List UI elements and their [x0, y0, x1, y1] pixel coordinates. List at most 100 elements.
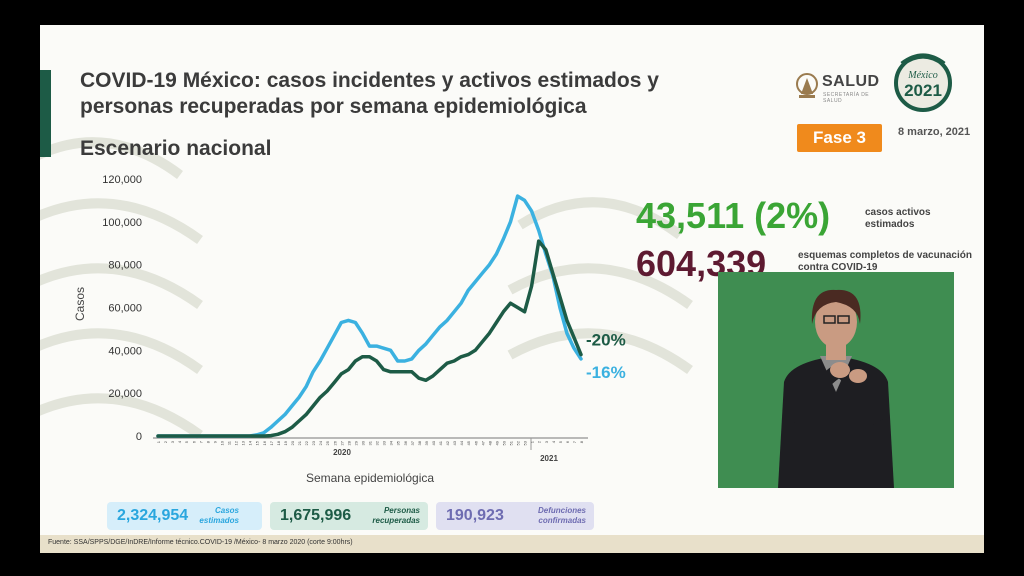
year-logo-word: México — [907, 70, 937, 81]
x-tick-label: 32 — [375, 440, 380, 445]
series-end-label: -20% — [586, 331, 626, 350]
x-tick-label: 3 — [170, 440, 175, 443]
x-axis-label: Semana epidemiológica — [306, 471, 434, 485]
x-tick-label: 2 — [537, 440, 542, 443]
active-cases-label: casos activos estimados — [865, 207, 931, 230]
x-tick-label: 34 — [389, 440, 394, 445]
y-tick-label: 60,000 — [108, 303, 142, 315]
x-tick-label: 4 — [177, 440, 182, 443]
x-tick-label: 2 — [163, 440, 168, 443]
phase-badge: Fase 3 — [797, 124, 882, 152]
year-label-2020: 2020 — [333, 448, 351, 457]
x-tick-label: 14 — [248, 440, 253, 445]
accent-bar — [40, 70, 51, 157]
stat-label: Casos estimados — [199, 506, 239, 525]
eagle-emblem-icon — [796, 73, 818, 98]
x-tick-label: 39 — [424, 440, 429, 445]
x-tick-label: 6 — [565, 440, 570, 443]
y-tick-label: 40,000 — [108, 345, 142, 357]
x-tick-label: 15 — [255, 440, 260, 445]
x-tick-label: 30 — [360, 440, 365, 445]
x-tick-label: 18 — [276, 440, 281, 445]
x-tick-label: 44 — [459, 440, 464, 445]
x-tick-label: 7 — [572, 440, 577, 443]
series-line-estimated — [156, 194, 583, 438]
x-tick-label: 41 — [438, 440, 443, 445]
x-tick-label: 40 — [431, 440, 436, 445]
x-tick-label: 6 — [191, 440, 196, 443]
x-tick-label: 37 — [410, 440, 415, 445]
salud-logo-subtext: SECRETARÍA DE SALUD — [823, 92, 870, 104]
x-tick-label: 53 — [523, 440, 528, 445]
y-tick-label: 100,000 — [102, 217, 142, 229]
x-tick-label: 10 — [219, 440, 224, 445]
year-logo-year: 2021 — [904, 81, 942, 100]
x-tick-label: 43 — [452, 440, 457, 445]
x-tick-label: 9 — [212, 440, 217, 443]
x-tick-label: 26 — [332, 440, 337, 445]
stat-deaths: 190,923 Defunciones confirmadas — [436, 502, 594, 530]
x-tick-label: 20 — [290, 440, 295, 445]
footer-bar: Fuente: SSA/SPPS/DGE/InDRE/Informe técni… — [40, 535, 984, 553]
stat-estimated-cases: 2,324,954 Casos estimados — [107, 502, 262, 530]
series-line-recovered — [156, 239, 583, 438]
y-tick-label: 120,000 — [102, 174, 142, 186]
x-tick-label: 23 — [311, 440, 316, 445]
active-cases-value: 43,511 (2%) — [636, 195, 831, 236]
mexico-2021-logo: México 2021 — [894, 53, 952, 112]
stat-label: Defunciones confirmadas — [537, 506, 586, 525]
x-tick-label: 8 — [579, 440, 584, 443]
salud-logo: SALUD SECRETARÍA DE SALUD — [795, 72, 885, 104]
x-tick-label: 21 — [297, 440, 302, 445]
stat-value: 190,923 — [446, 507, 504, 524]
source-note: Fuente: SSA/SPPS/DGE/InDRE/Informe técni… — [48, 539, 353, 546]
sign-language-interpreter-video — [718, 272, 954, 488]
x-tick-label: 31 — [368, 440, 373, 445]
cases-line-chart: 020,00040,00060,00080,000100,000120,000 … — [73, 174, 626, 485]
x-tick-label: 5 — [558, 440, 563, 443]
x-tick-label: 12 — [234, 440, 239, 445]
x-tick-label: 25 — [325, 440, 330, 445]
y-axis: 0 20,000 40,000 60,000 80,000 100,000 120,000 — [102, 174, 142, 443]
x-tick-label: 11 — [227, 440, 232, 445]
slide-title: COVID-19 México: casos incidentes y acti… — [80, 69, 659, 118]
slide-subtitle: Escenario nacional — [80, 137, 272, 160]
x-tick-label: 27 — [339, 440, 344, 445]
y-axis-label: Casos — [73, 287, 87, 321]
x-tick-label: 17 — [269, 440, 274, 445]
stat-value: 2,324,954 — [117, 507, 189, 524]
x-tick-label: 1 — [530, 440, 535, 443]
x-tick-label: 24 — [318, 440, 323, 445]
x-tick-label: 33 — [382, 440, 387, 445]
stat-value: 1,675,996 — [280, 507, 352, 524]
x-tick-label: 52 — [516, 440, 521, 445]
x-tick-label: 1 — [156, 440, 161, 443]
x-tick-label: 45 — [466, 440, 471, 445]
chart-series: -16% -20% — [156, 194, 626, 438]
x-axis-ticks: 1 2 3 4 5 6 7 8 9 10 11 12 13 14 15 16 17 18 19 20 21 22 23 24 2… — [156, 440, 584, 445]
x-tick-label: 16 — [262, 440, 267, 445]
x-tick-label: 5 — [184, 440, 189, 443]
y-tick-label: 0 — [136, 431, 142, 443]
stat-recovered: 1,675,996 Personas recuperadas — [270, 502, 428, 530]
x-tick-label: 50 — [501, 440, 506, 445]
x-tick-label: 28 — [346, 440, 351, 445]
report-date: 8 marzo, 2021 — [898, 126, 971, 138]
x-tick-label: 8 — [205, 440, 210, 443]
x-tick-label: 35 — [396, 440, 401, 445]
x-tick-label: 36 — [403, 440, 408, 445]
x-tick-label: 49 — [494, 440, 499, 445]
x-tick-label: 38 — [417, 440, 422, 445]
series-end-label: -16% — [586, 363, 626, 382]
x-tick-label: 47 — [480, 440, 485, 445]
interpreter-person-icon — [778, 289, 894, 488]
year-label-2021: 2021 — [540, 454, 558, 463]
x-tick-label: 3 — [544, 440, 549, 443]
x-tick-label: 13 — [241, 440, 246, 445]
vaccination-label: esquemas completos de vacunación contra … — [798, 250, 972, 273]
x-tick-label: 19 — [283, 440, 288, 445]
x-tick-label: 48 — [487, 440, 492, 445]
x-tick-label: 42 — [445, 440, 450, 445]
x-tick-label: 46 — [473, 440, 478, 445]
y-tick-label: 80,000 — [108, 260, 142, 272]
